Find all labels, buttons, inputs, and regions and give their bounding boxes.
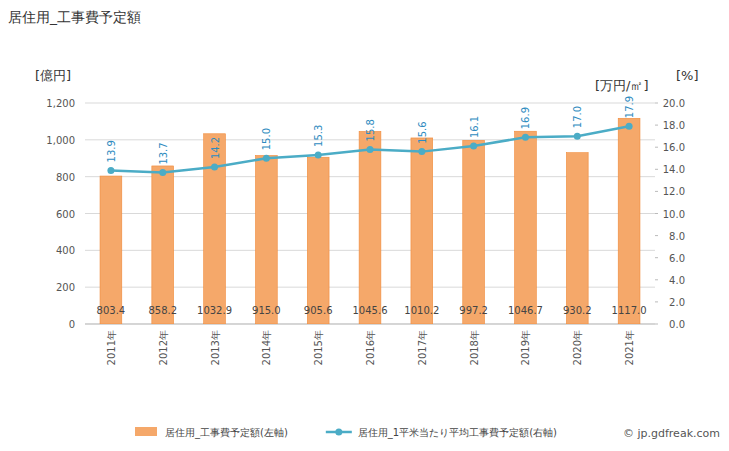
y2-tick [655, 169, 658, 170]
y2-tick-label: 20.0 [663, 98, 685, 109]
point [159, 169, 166, 176]
bar [307, 157, 329, 324]
y-tick-label: 600 [56, 209, 75, 220]
y2-tick [655, 213, 658, 214]
y2-tick [655, 279, 658, 280]
y2-tick-label: 8.0 [669, 231, 685, 242]
bar-label: 905.6 [304, 305, 333, 316]
title: 居住用_工事費予定額 [8, 9, 141, 25]
x-tick-label: 2014年 [261, 330, 272, 365]
plot-marks [100, 118, 640, 324]
y2-tick [655, 103, 658, 104]
y2-tick-label: 16.0 [663, 142, 685, 153]
line-label: 17.9 [624, 96, 635, 118]
bar-label: 1045.6 [353, 305, 388, 316]
x-tick-label: 2013年 [210, 330, 221, 365]
bar [255, 155, 277, 324]
y-tick-label: 1,200 [46, 98, 75, 109]
bar-label: 915.0 [252, 305, 281, 316]
y2-tick [655, 147, 658, 148]
bar [204, 134, 226, 324]
point [574, 133, 581, 140]
line-label: 14.2 [210, 137, 221, 159]
x-tick-label: 2019年 [520, 330, 531, 365]
line-label: 15.8 [365, 119, 376, 141]
bar-label: 1032.9 [197, 305, 232, 316]
point [263, 155, 270, 162]
point [522, 134, 529, 141]
bar-label: 1117.0 [612, 305, 647, 316]
y2-tick-label: 4.0 [669, 275, 685, 286]
y-label: [億円] [35, 68, 71, 83]
bar-label: 858.2 [148, 305, 177, 316]
point [315, 151, 322, 158]
line-label: 13.7 [158, 142, 169, 164]
y2-tick-label: 2.0 [669, 297, 685, 308]
bar [359, 131, 381, 324]
y2-tick [655, 125, 658, 126]
point [418, 148, 425, 155]
line-label: 16.1 [469, 116, 480, 138]
bar-label: 1010.2 [404, 305, 439, 316]
point [211, 164, 218, 171]
bar [618, 118, 640, 324]
line-label: 13.9 [106, 140, 117, 162]
x-tick-label: 2018年 [469, 330, 480, 365]
x-tick-label: 2021年 [624, 330, 635, 365]
y-tick-label: 400 [56, 245, 75, 256]
legend-marker [335, 429, 342, 436]
x-tick-label: 2015年 [313, 330, 324, 365]
y2-tick [655, 324, 658, 325]
bar-label: 930.2 [563, 305, 592, 316]
y2-tick-label: 12.0 [663, 186, 685, 197]
y2-label: [万円/㎡] [595, 78, 649, 93]
point [626, 123, 633, 130]
y2-tick-label: 18.0 [663, 120, 685, 131]
legend-label: 居住用_1平米当たり平均工事費予定額(右軸) [358, 427, 557, 439]
bar [515, 131, 537, 324]
bar [463, 140, 485, 324]
bar [100, 176, 122, 324]
x-tick-label: 2016年 [365, 330, 376, 365]
point [107, 167, 114, 174]
y2-tick [655, 257, 658, 258]
y-tick-label: 0 [69, 319, 75, 330]
y2-tick [655, 191, 658, 192]
bar-label: 803.4 [97, 305, 126, 316]
line-label: 15.6 [417, 121, 428, 143]
y2-tick-label: 14.0 [663, 164, 685, 175]
y2-tick-label: 10.0 [663, 209, 685, 220]
y-tick-label: 1,000 [46, 135, 75, 146]
bar [411, 138, 433, 324]
grid-line [85, 103, 655, 104]
point [367, 146, 374, 153]
legend-swatch [135, 427, 157, 436]
bar-label: 997.2 [459, 305, 488, 316]
line-label: 16.9 [520, 107, 531, 129]
x-tick-label: 2017年 [417, 330, 428, 365]
y2-tick [655, 301, 658, 302]
point [470, 143, 477, 150]
legend-label: 居住用_工事費予定額(左軸) [165, 427, 288, 439]
x-tick-label: 2011年 [106, 330, 117, 365]
y2-tick-label: 6.0 [669, 253, 685, 264]
data-labels: 803.4 858.2 1032.9 915.0 905.6 1045.6 1010.2 99… [97, 96, 647, 316]
bar [152, 166, 174, 324]
y2-tick-label: 0.0 [669, 319, 685, 330]
line-label: 15.3 [313, 125, 324, 147]
y-tick-label: 200 [56, 282, 75, 293]
chart: 居住用_工事費予定額 [億円] [万円/㎡] [%] 0 200 400 600 800 1,00… [0, 0, 729, 451]
line-label: 17.0 [572, 106, 583, 128]
source: © jp.gdfreak.com [623, 427, 720, 440]
y-tick-label: 800 [56, 172, 75, 183]
bar [566, 153, 588, 324]
bar-label: 1046.7 [508, 305, 543, 316]
y2-unit: [%] [676, 68, 699, 83]
x-tick-label: 2020年 [572, 330, 583, 365]
line-label: 15.0 [261, 128, 272, 150]
x-tick-label: 2012年 [158, 330, 169, 365]
y2-tick [655, 235, 658, 236]
